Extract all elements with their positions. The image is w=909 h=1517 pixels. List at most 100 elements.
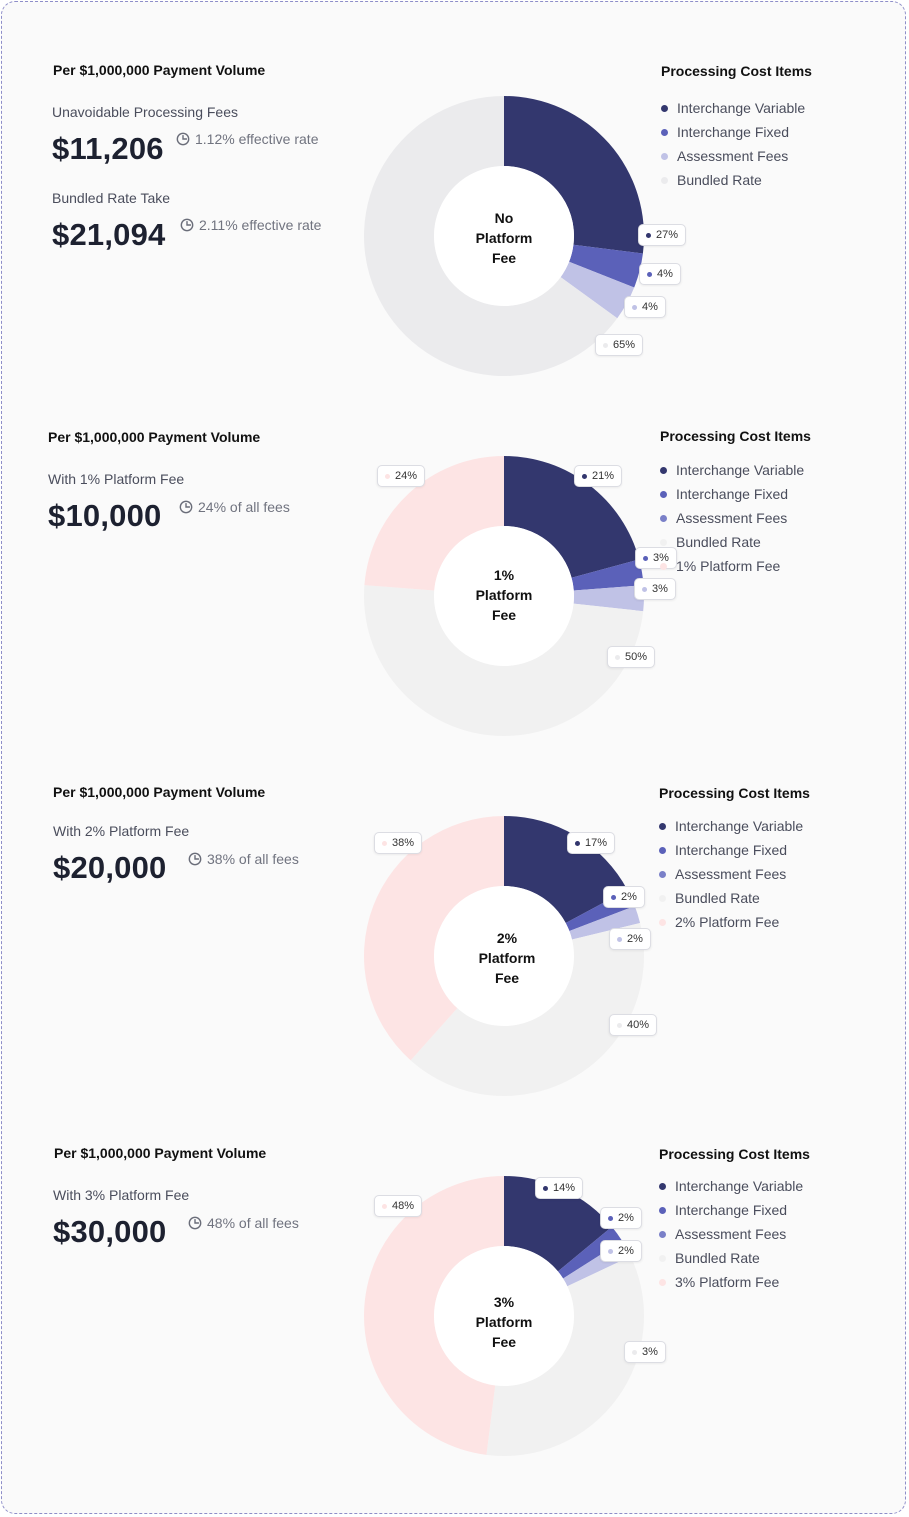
donut-slice-1-platform-fee (364, 456, 504, 591)
legend-label: Bundled Rate (676, 534, 761, 550)
legend-label: Assessment Fees (675, 1226, 787, 1242)
legend-item: Assessment Fees (659, 1222, 899, 1246)
donut-slice-interchange-fixed (571, 559, 644, 591)
legend-dot (659, 1182, 666, 1190)
center-line: Platform (478, 950, 536, 966)
callout-dot (645, 232, 651, 238)
callout-label: 2% (627, 933, 643, 945)
panel-heading: Per $1,000,000 Payment Volume (48, 429, 261, 445)
callout-label: 4% (657, 268, 673, 280)
callout-label: 17% (584, 837, 608, 849)
callout-dot (614, 654, 620, 660)
legend-label: Interchange Variable (676, 462, 805, 478)
pie-clock-icon (188, 1216, 202, 1230)
legend-label: Bundled Rate (675, 890, 760, 906)
center-line: Platform (475, 230, 533, 246)
callout-label: 38% (391, 837, 415, 849)
center-line: Fee (491, 607, 517, 623)
slice-callout: 3% (635, 547, 677, 569)
callout-label: 21% (591, 470, 615, 482)
legend-item: Bundled Rate (660, 530, 900, 554)
legend-title: Processing Cost Items (659, 1146, 810, 1162)
legend-dot (660, 538, 667, 546)
callout-dot (581, 473, 587, 479)
callout-dot (384, 473, 390, 479)
callout-dot (608, 1215, 614, 1221)
donut-slice-2-platform-fee (364, 816, 504, 1061)
slice-callout: 27% (637, 224, 687, 246)
callout-label: 40% (626, 1019, 650, 1031)
callout-label: 3% (642, 1346, 658, 1358)
legend-dot (660, 514, 667, 522)
stat-note-text: 24% of all fees (198, 499, 290, 515)
donut-chart (364, 816, 644, 1096)
legend-label: Assessment Fees (675, 866, 787, 882)
legend-item: Interchange Variable (659, 814, 899, 838)
legend-label: Interchange Variable (675, 1178, 804, 1194)
legend-label: Interchange Variable (675, 818, 804, 834)
panel-heading: Per $1,000,000 Payment Volume (54, 1145, 267, 1161)
callout-label: 48% (391, 1200, 415, 1212)
callout-label: 50% (624, 651, 648, 663)
donut-slice-bundled-rate (486, 1256, 644, 1456)
center-line: Fee (491, 250, 517, 266)
callout-dot (381, 840, 387, 846)
slice-callout: 2% (609, 928, 651, 950)
legend-item: Interchange Variable (660, 458, 900, 482)
donut-slice-bundled-rate (363, 585, 644, 737)
donut-slice-interchange-fixed (557, 1226, 623, 1279)
legend-title: Processing Cost Items (661, 63, 812, 79)
donut-slice-interchange-variable (504, 816, 628, 923)
callout-label: 2% (621, 891, 637, 903)
stat-note: 24% of all fees (179, 499, 290, 515)
donut-center-label: No Platform Fee (444, 208, 564, 268)
donut-chart (363, 96, 644, 376)
legend-label: Interchange Fixed (675, 1202, 788, 1218)
donut-slice-interchange-variable (504, 96, 644, 254)
center-line: 3% (493, 1294, 515, 1310)
center-line: Fee (494, 970, 520, 986)
donut-hole (434, 1246, 574, 1386)
legend-dot (659, 846, 666, 854)
donut-center-label: 1% Platform Fee (444, 565, 564, 625)
callout-label: 14% (552, 1182, 576, 1194)
stat-value: $11,206 (52, 131, 164, 166)
stat-value: $10,000 (48, 498, 162, 533)
legend-label: Interchange Fixed (675, 842, 788, 858)
callout-label: 4% (642, 301, 658, 313)
slice-callout: 40% (608, 1014, 658, 1036)
legend-dot (660, 562, 667, 570)
legend-item: Assessment Fees (660, 506, 900, 530)
legend-label: Assessment Fees (676, 510, 788, 526)
legend-label: Interchange Fixed (677, 124, 790, 140)
legend-item: Assessment Fees (659, 862, 899, 886)
donut-chart (363, 1176, 644, 1456)
slice-callout: 2% (600, 1240, 642, 1262)
legend-dot (661, 128, 668, 136)
callout-dot (643, 555, 649, 561)
callout-dot (542, 1185, 548, 1191)
callout-label: 2% (618, 1245, 634, 1257)
legend-item: 1% Platform Fee (660, 554, 900, 578)
stat-note: 1.12% effective rate (176, 131, 318, 147)
legend-dot (659, 918, 666, 926)
callout-label: 3% (652, 583, 668, 595)
legend-item: Bundled Rate (659, 886, 899, 910)
callout-dot (381, 1203, 387, 1209)
legend-label: 2% Platform Fee (675, 914, 780, 930)
callout-label: 2% (618, 1212, 634, 1224)
legend-item: Interchange Variable (659, 1174, 899, 1198)
slice-callout: 21% (573, 465, 623, 487)
legend-label: Assessment Fees (677, 148, 789, 164)
donut-slice-assessment-fees (573, 585, 644, 612)
stat-value: $21,094 (52, 217, 166, 252)
donut-slice-assessment-fees (560, 261, 635, 319)
legend-label: Interchange Variable (677, 100, 806, 116)
legend-item: Assessment Fees (661, 144, 901, 168)
callout-dot (617, 936, 623, 942)
slice-callout: 4% (624, 296, 666, 318)
donut-center-label: 2% Platform Fee (447, 928, 567, 988)
legend-dot (661, 176, 668, 184)
callout-label: 24% (394, 470, 418, 482)
center-line: Platform (475, 587, 533, 603)
